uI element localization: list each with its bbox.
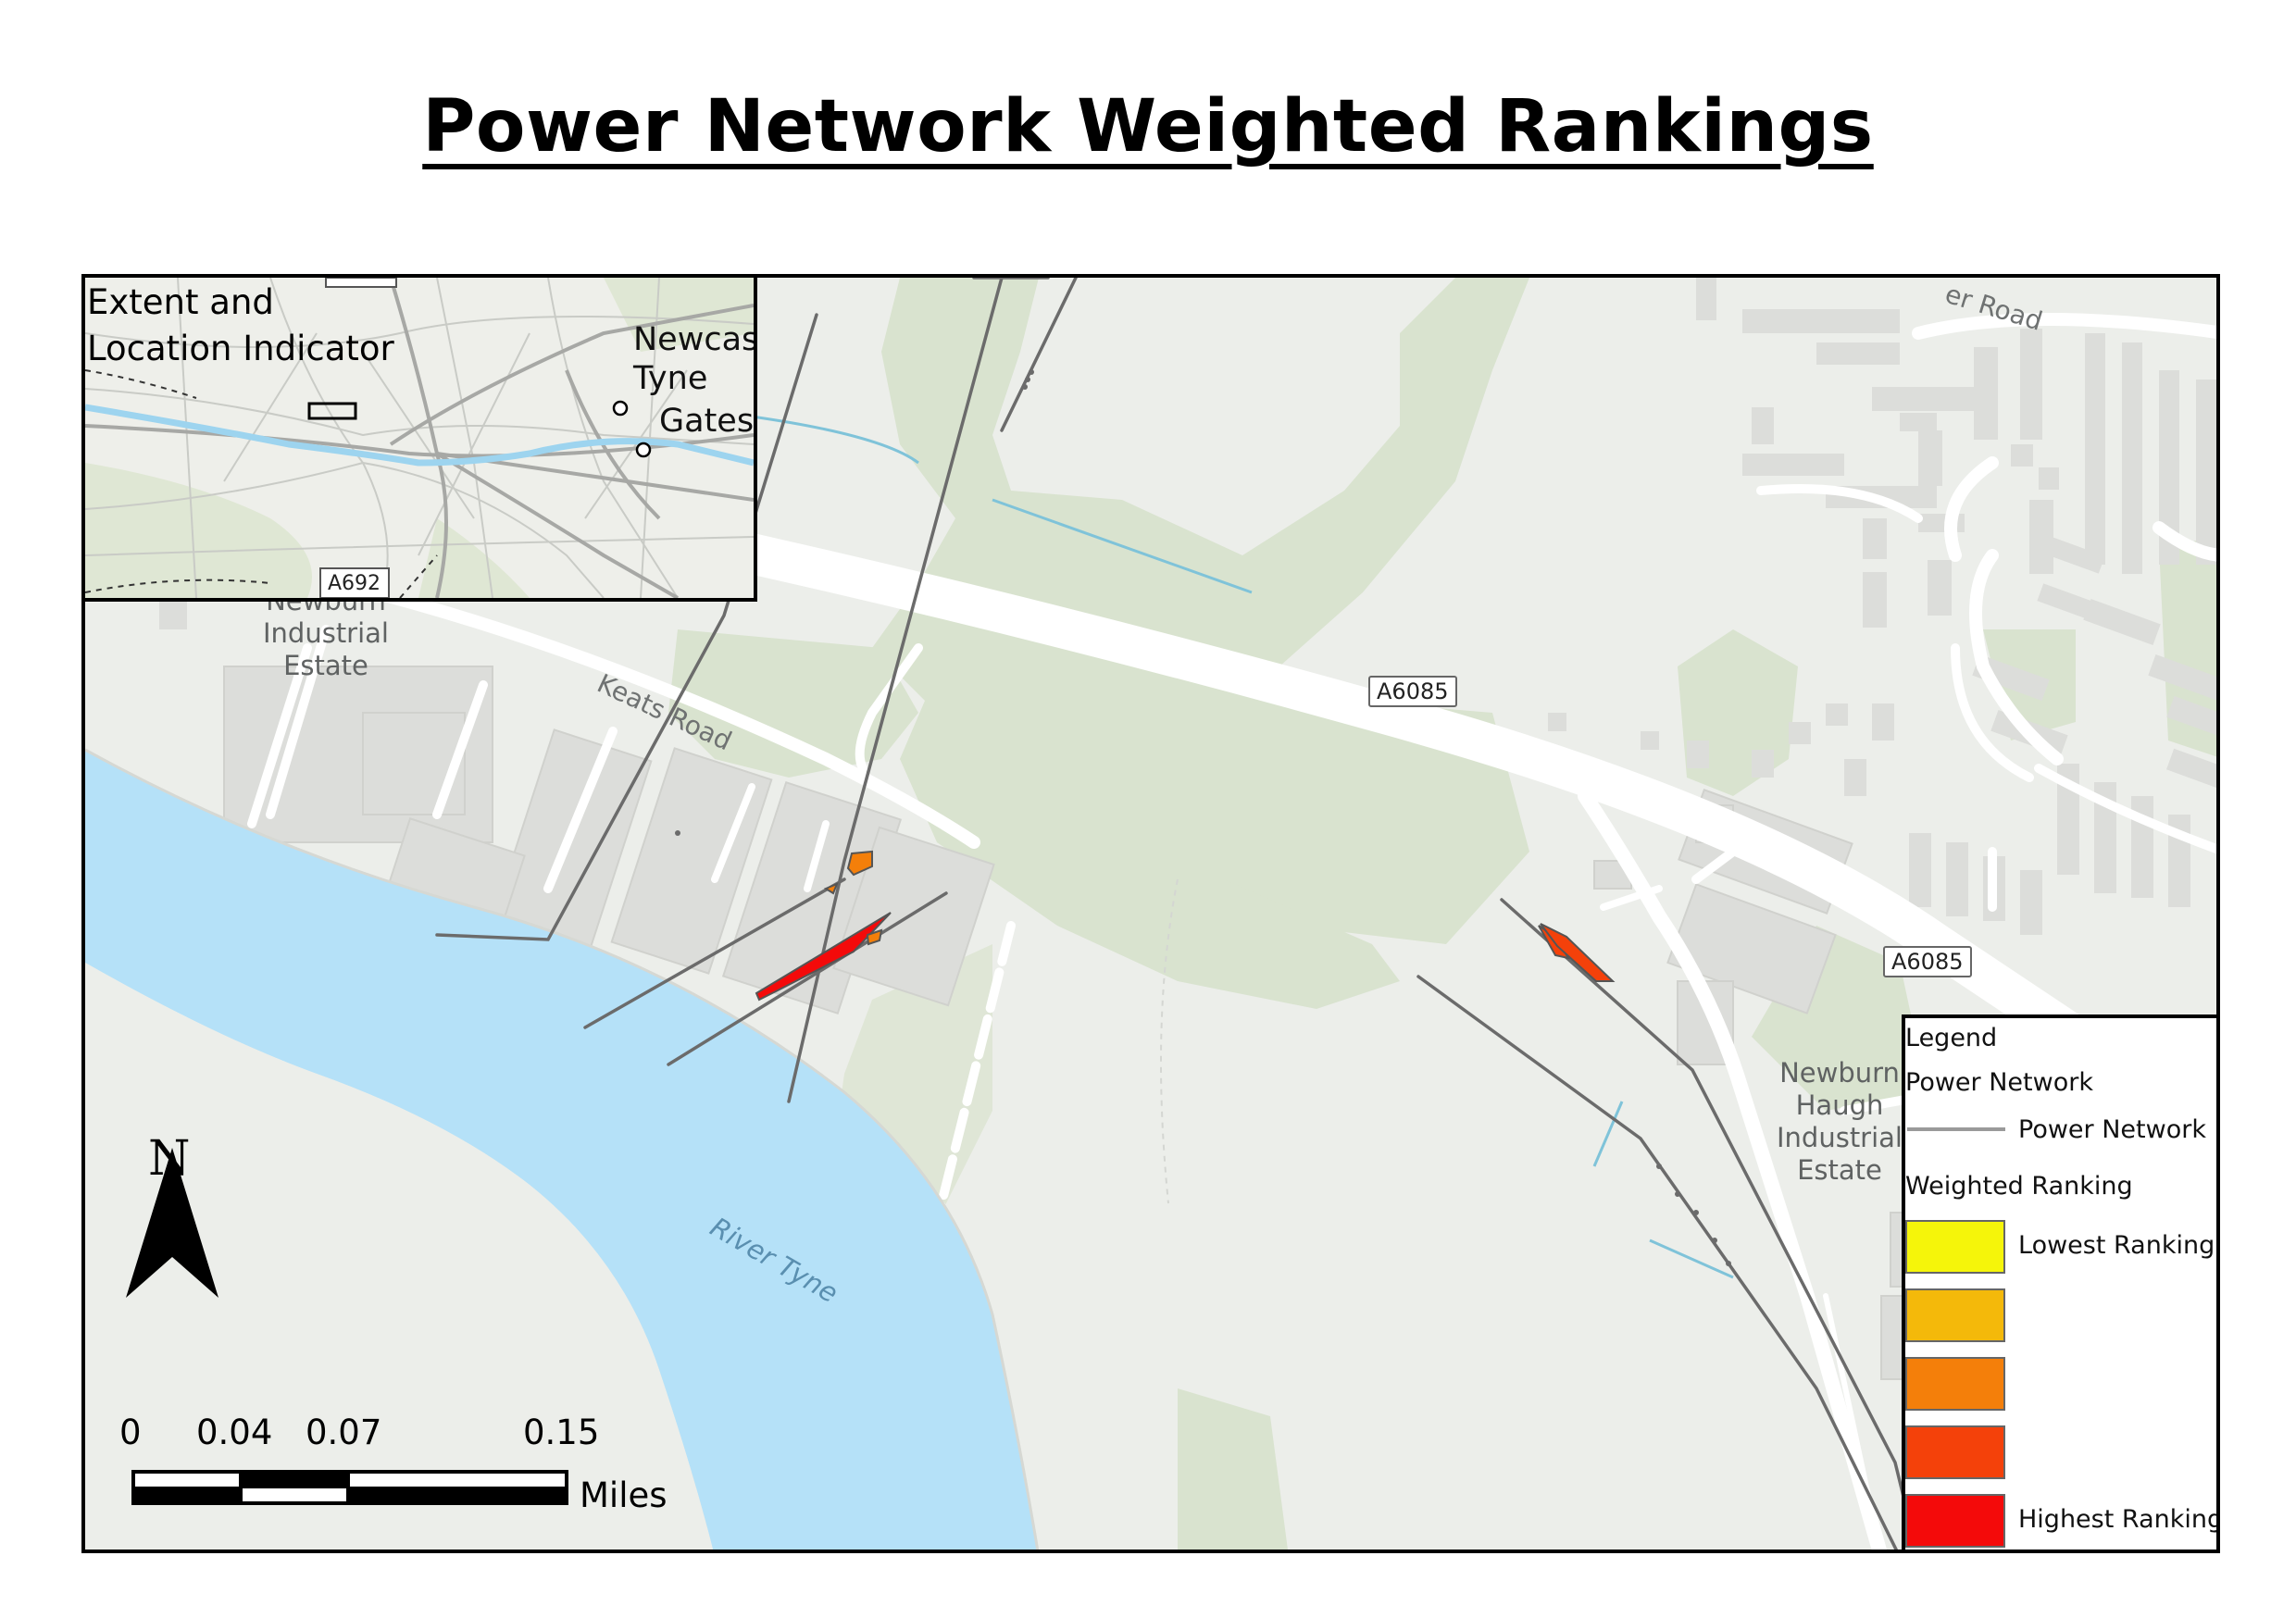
gateshead-marker	[635, 442, 652, 458]
legend-swatch-high	[1905, 1425, 2005, 1479]
legend-label-lowest: Lowest Ranking	[2018, 1231, 2215, 1260]
scale-unit: Miles	[580, 1475, 668, 1515]
road-label-a6085-east: A6085	[1883, 946, 1972, 977]
river-tyne	[85, 750, 1038, 1550]
place-label-newburn-haugh-industrial-estate: Newburn Haugh Industrial Estate	[1776, 1057, 1903, 1186]
scale-tick-0-15: 0.15	[523, 1413, 600, 1452]
power-network-lines	[435, 278, 1918, 1550]
legend-heading: Legend	[1905, 1024, 1998, 1052]
ranking-polygon-high	[846, 850, 873, 877]
ranking-polygon-highest	[755, 912, 892, 1002]
legend-swatch-highest	[1905, 1494, 2005, 1548]
inset-extent-indicator	[307, 402, 357, 420]
streams	[751, 415, 1734, 1279]
scale-tick-0-04: 0.04	[196, 1413, 273, 1452]
inset-label-newcastle: Newcas Tyne	[633, 321, 757, 397]
inset-map[interactable]: Extent and Location Indicator Newcas Tyn…	[85, 278, 757, 602]
legend-label-highest: Highest Ranking	[2018, 1505, 2220, 1534]
ranking-features	[755, 850, 1616, 1002]
ranking-polygon-high	[823, 882, 839, 895]
legend-power-line-symbol	[1907, 1127, 2005, 1131]
ranking-polygon-high	[866, 928, 883, 946]
scale-tick-0: 0	[119, 1413, 142, 1452]
legend-group-weighted-ranking: Weighted Ranking	[1905, 1172, 2133, 1201]
road-label-a6085-north: A6085	[1368, 676, 1457, 707]
legend-swatch-lowest	[1905, 1220, 2005, 1274]
legend: Legend Power Network Power Network Weigh…	[1902, 1014, 2216, 1550]
map-frame[interactable]: A6085 A6085 Newburn Industrial Estate Ne…	[81, 274, 2220, 1553]
inset-basemap	[85, 278, 754, 598]
legend-swatch-low	[1905, 1288, 2005, 1342]
basemap	[85, 278, 2216, 1550]
map-title: Power Network Weighted Rankings	[422, 85, 1874, 168]
legend-swatch-mid	[1905, 1357, 2005, 1411]
inset-road-label-a692: A692	[328, 572, 381, 595]
inset-title: Extent and Location Indicator	[87, 282, 394, 368]
north-arrow-icon	[126, 1148, 218, 1298]
newcastle-marker	[612, 400, 629, 417]
ranking-polygon-higher	[1540, 923, 1616, 982]
legend-group-power-network: Power Network	[1905, 1068, 2093, 1097]
pylons	[675, 369, 1731, 1266]
scale-tick-0-07: 0.07	[306, 1413, 382, 1452]
inset-label-gateshead: Gates	[659, 403, 755, 440]
legend-item-power-network: Power Network	[2018, 1115, 2206, 1144]
scale-bar-graphic	[131, 1470, 568, 1505]
